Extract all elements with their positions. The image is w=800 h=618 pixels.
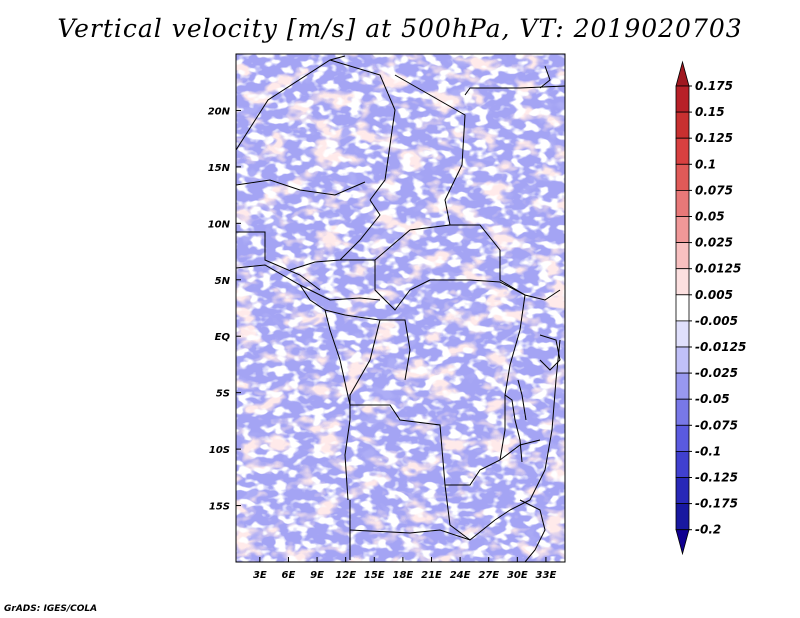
boundary-line <box>236 231 321 291</box>
country-boundaries <box>236 55 565 562</box>
boundary-line <box>349 519 496 541</box>
boundary-line <box>289 199 381 271</box>
boundary-line <box>444 484 471 541</box>
velocity-field <box>236 54 565 562</box>
colorbar-segment <box>675 450 690 478</box>
x-tick-label: 6E <box>282 570 296 581</box>
boundary-line <box>494 339 561 521</box>
colorbar-segment <box>675 163 690 191</box>
y-tick-label: 5N <box>215 276 231 287</box>
colorbar-segment <box>675 85 690 113</box>
y-tick-label: 15N <box>208 163 231 174</box>
colorbar-segment <box>675 268 690 296</box>
y-tick-label: 10S <box>209 445 230 456</box>
colorbar-label: -0.075 <box>695 418 738 432</box>
boundary-line <box>236 264 381 301</box>
boundary-line <box>499 294 526 461</box>
boundary-line <box>374 260 431 311</box>
boundary-line <box>236 55 346 151</box>
boundary-line <box>445 439 541 486</box>
colorbar-bottom-arrow <box>675 529 690 556</box>
colorbar-label: 0.005 <box>695 288 733 302</box>
y-tick-label: EQ <box>215 332 231 343</box>
colorbar-segment <box>675 320 690 348</box>
boundary-line <box>394 74 466 226</box>
x-tick-label: 9E <box>310 570 324 581</box>
y-axis: 20N 15N 10N 5N EQ 5S 10S 15S <box>208 106 241 513</box>
colorbar-segment <box>675 216 690 244</box>
chart-title: Vertical velocity [m/s] at 500hPa, VT: 2… <box>57 14 743 43</box>
boundary-line <box>517 379 527 421</box>
colorbar-label: -0.125 <box>695 471 738 485</box>
colorbar-label: 0.15 <box>695 105 725 119</box>
map-frame <box>235 53 566 563</box>
x-axis: 3E 6E 9E 12E 15E 18E 21E 24E 27E 30E 33E <box>253 557 557 581</box>
colorbar-label: 0.175 <box>695 79 733 93</box>
boundary-line <box>539 65 551 89</box>
coastline <box>344 419 351 501</box>
colorbar-segment <box>675 503 690 531</box>
colorbar-label: -0.2 <box>695 523 721 537</box>
boundary-line <box>539 334 561 371</box>
colorbar-label: 0.05 <box>695 210 725 224</box>
boundary-line <box>504 394 523 463</box>
boundary-line <box>350 404 446 486</box>
y-tick-label: 5S <box>216 389 230 400</box>
colorbar-segment <box>675 137 690 165</box>
colorbar-label: 0.025 <box>695 236 733 250</box>
x-tick-label: 12E <box>335 570 356 581</box>
colorbar-segment <box>675 111 690 139</box>
colorbar-label: -0.025 <box>695 366 738 380</box>
colorbar-segment <box>675 372 690 400</box>
colorbar-label: -0.1 <box>695 444 721 458</box>
x-tick-label: 3E <box>253 570 267 581</box>
colorbar-segment <box>675 242 690 270</box>
grads-credit: GrADS: IGES/COLA <box>4 604 98 614</box>
y-tick-label: 10N <box>208 219 231 230</box>
colorbar-segment <box>675 189 690 217</box>
colorbar-label: -0.005 <box>695 314 738 328</box>
colorbar-segment <box>675 398 690 426</box>
colorbar-label: 0.1 <box>695 157 716 171</box>
x-tick-label: 27E <box>478 570 499 581</box>
x-tick-label: 18E <box>393 570 414 581</box>
boundary-line <box>329 59 396 201</box>
x-tick-label: 15E <box>364 570 385 581</box>
colorbar-top-arrow <box>675 60 690 87</box>
x-tick-label: 33E <box>536 570 557 581</box>
boundary-line <box>340 224 526 296</box>
coastline <box>299 284 351 406</box>
boundary-line <box>236 179 366 196</box>
boundary-line <box>380 319 411 381</box>
colorbar-segment <box>675 294 690 322</box>
colorbar-label: 0.125 <box>695 131 733 145</box>
boundary-line <box>430 279 561 301</box>
y-tick-label: 15S <box>209 502 230 513</box>
colorbar-label: 0.0125 <box>695 262 741 276</box>
x-tick-label: 21E <box>421 570 442 581</box>
boundary-line <box>519 499 546 562</box>
x-tick-label: 30E <box>507 570 528 581</box>
x-tick-label: 24E <box>450 570 471 581</box>
colorbar-segment <box>675 424 690 452</box>
field-near-zero-regions <box>236 54 565 562</box>
y-tick-label: 20N <box>208 106 231 117</box>
colorbar-label: 0.075 <box>695 183 733 197</box>
colorbar-label: -0.0125 <box>695 340 746 354</box>
boundary-line <box>464 85 565 96</box>
colorbar-segment <box>675 477 690 505</box>
colorbar-segment <box>675 346 690 374</box>
colorbar-label: -0.175 <box>695 497 738 511</box>
colorbar: 0.175 0.15 0.125 0.1 0.075 0.05 0.025 0.0125 0.0… <box>675 60 746 556</box>
colorbar-label: -0.05 <box>695 392 730 406</box>
